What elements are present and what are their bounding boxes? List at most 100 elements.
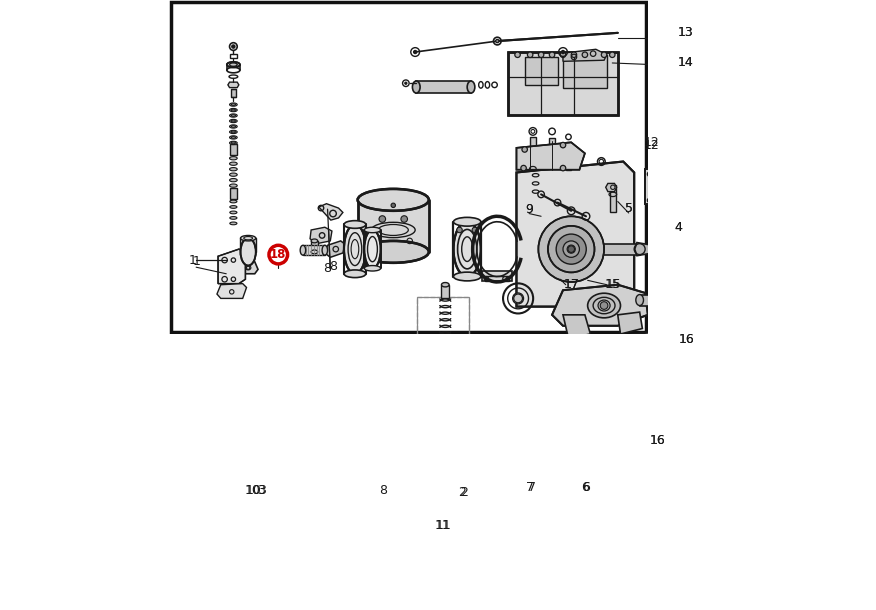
Bar [639,295,670,306]
Ellipse shape [300,245,306,255]
Polygon shape [517,162,634,307]
Text: 6: 6 [581,481,589,494]
Ellipse shape [649,296,654,304]
Circle shape [472,228,477,232]
Bar [442,356,449,375]
Ellipse shape [588,293,620,318]
Bar [417,297,469,340]
Ellipse shape [626,344,670,388]
Ellipse shape [467,81,475,93]
Ellipse shape [230,168,237,171]
Ellipse shape [548,226,595,273]
Circle shape [379,216,385,222]
Polygon shape [661,296,682,304]
Text: 9: 9 [525,203,533,216]
Ellipse shape [322,245,328,255]
Circle shape [527,52,533,57]
Ellipse shape [230,222,237,224]
Text: 17: 17 [563,278,579,291]
Bar [230,54,237,58]
Circle shape [583,52,588,57]
Ellipse shape [364,230,381,268]
Circle shape [456,228,463,232]
Polygon shape [325,241,345,257]
Ellipse shape [664,296,670,304]
Text: 3: 3 [258,484,265,497]
Circle shape [561,142,566,148]
Ellipse shape [344,221,366,228]
Bar [303,245,325,255]
Ellipse shape [671,259,683,267]
Ellipse shape [230,103,237,106]
Polygon shape [607,329,688,400]
Text: 3: 3 [257,484,265,497]
Ellipse shape [636,295,644,306]
Ellipse shape [563,241,579,257]
Polygon shape [310,228,332,243]
Bar [549,138,555,160]
Ellipse shape [230,162,237,165]
Bar [530,137,535,159]
Bar [610,185,616,212]
Bar [645,168,671,204]
Circle shape [539,52,544,57]
Ellipse shape [632,351,663,381]
Text: 2: 2 [461,486,469,500]
Ellipse shape [230,206,237,209]
Polygon shape [228,82,239,88]
Ellipse shape [364,228,381,232]
Circle shape [610,52,615,57]
Ellipse shape [230,109,237,112]
Bar [485,276,509,281]
Ellipse shape [230,142,237,145]
Bar [508,52,618,115]
Ellipse shape [671,248,683,256]
Ellipse shape [344,224,366,274]
Bar [241,238,256,252]
Text: 16: 16 [678,333,694,346]
Ellipse shape [230,125,237,128]
Text: 12: 12 [644,138,660,152]
Bar [417,297,469,340]
Text: 1: 1 [192,255,200,268]
Text: 6: 6 [583,481,590,494]
Circle shape [391,203,395,207]
Ellipse shape [657,296,662,304]
Ellipse shape [230,136,237,139]
Ellipse shape [230,184,237,187]
Ellipse shape [344,270,366,278]
Polygon shape [664,206,688,276]
Bar [442,285,449,298]
Ellipse shape [357,241,429,263]
Circle shape [515,52,520,57]
Polygon shape [238,262,258,274]
Ellipse shape [639,356,658,375]
Text: 7: 7 [527,481,536,494]
Bar [550,161,554,168]
Text: 4: 4 [674,221,682,234]
Ellipse shape [442,282,449,287]
Ellipse shape [230,157,237,160]
Text: 2: 2 [458,486,466,500]
Ellipse shape [230,120,237,123]
Text: 15: 15 [604,278,620,291]
Text: 11: 11 [435,519,451,532]
Ellipse shape [230,211,237,214]
Text: 16: 16 [678,333,694,346]
Bar [230,88,237,98]
Bar [566,142,570,170]
Text: 8: 8 [323,262,331,274]
Circle shape [405,82,407,84]
Ellipse shape [230,200,237,203]
Ellipse shape [512,293,524,304]
Circle shape [600,302,608,309]
Polygon shape [319,204,343,220]
Text: 8: 8 [379,484,387,497]
Text: 9: 9 [525,203,533,216]
Circle shape [401,216,407,222]
Text: 5: 5 [625,201,632,215]
Text: 11: 11 [434,519,450,532]
Ellipse shape [671,237,683,245]
Ellipse shape [230,179,237,182]
Ellipse shape [230,114,237,117]
